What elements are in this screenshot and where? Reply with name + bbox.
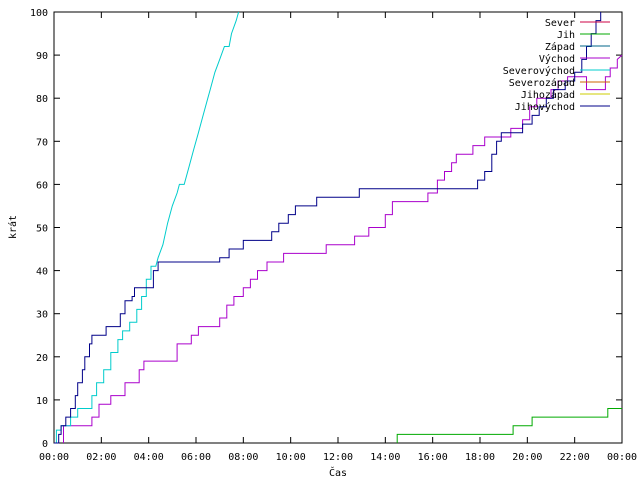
x-tick-label: 22:00 bbox=[560, 452, 590, 463]
series-layer bbox=[54, 11, 623, 444]
legend: SeverJihZápadVýchodSeverovýchodSeverozáp… bbox=[503, 18, 610, 113]
series-line-7 bbox=[54, 12, 602, 444]
legend-label-2: Západ bbox=[545, 41, 575, 53]
y-tick-label: 80 bbox=[36, 94, 48, 105]
x-tick-label: 00:00 bbox=[607, 452, 637, 463]
x-tick-label: 08:00 bbox=[228, 452, 258, 463]
x-tick-label: 04:00 bbox=[134, 452, 164, 463]
x-tick-label: 12:00 bbox=[323, 452, 353, 463]
x-axis-label: Čas bbox=[329, 466, 347, 479]
legend-label-1: Jih bbox=[557, 30, 575, 41]
axis-ticks: 00:00 02:00 04:00 06:00 08:00 10:00 12:00 14:00… bbox=[30, 8, 637, 463]
x-tick-label: 10:00 bbox=[276, 452, 306, 463]
y-tick-label: 40 bbox=[36, 267, 48, 278]
x-tick-label: 20:00 bbox=[512, 452, 542, 463]
y-tick-label: 10 bbox=[36, 396, 48, 407]
x-tick-label: 18:00 bbox=[465, 452, 495, 463]
legend-label-4: Severovýchod bbox=[503, 65, 575, 77]
series-line-1 bbox=[396, 408, 622, 443]
y-tick-label: 0 bbox=[42, 439, 48, 450]
legend-label-5: Severozápad bbox=[509, 77, 575, 89]
y-tick-label: 70 bbox=[36, 137, 48, 148]
y-tick-label: 60 bbox=[36, 180, 48, 191]
y-tick-label: 30 bbox=[36, 310, 48, 321]
legend-label-3: Východ bbox=[539, 53, 575, 65]
y-tick-label: 20 bbox=[36, 353, 48, 364]
x-tick-label: 00:00 bbox=[39, 452, 69, 463]
y-tick-label: 100 bbox=[30, 8, 48, 19]
y-axis-label: krát bbox=[7, 215, 19, 239]
y-tick-label: 90 bbox=[36, 51, 48, 62]
series-line-4 bbox=[54, 11, 240, 444]
x-tick-label: 14:00 bbox=[370, 452, 400, 463]
legend-label-0: Sever bbox=[545, 18, 575, 29]
series-line-3 bbox=[63, 54, 623, 443]
x-tick-label: 16:00 bbox=[418, 452, 448, 463]
y-tick-label: 50 bbox=[36, 224, 48, 235]
legend-label-7: Jihovýchod bbox=[515, 101, 575, 113]
legend-label-6: Jihozápad bbox=[521, 89, 575, 101]
x-tick-label: 02:00 bbox=[86, 452, 116, 463]
x-tick-label: 06:00 bbox=[181, 452, 211, 463]
